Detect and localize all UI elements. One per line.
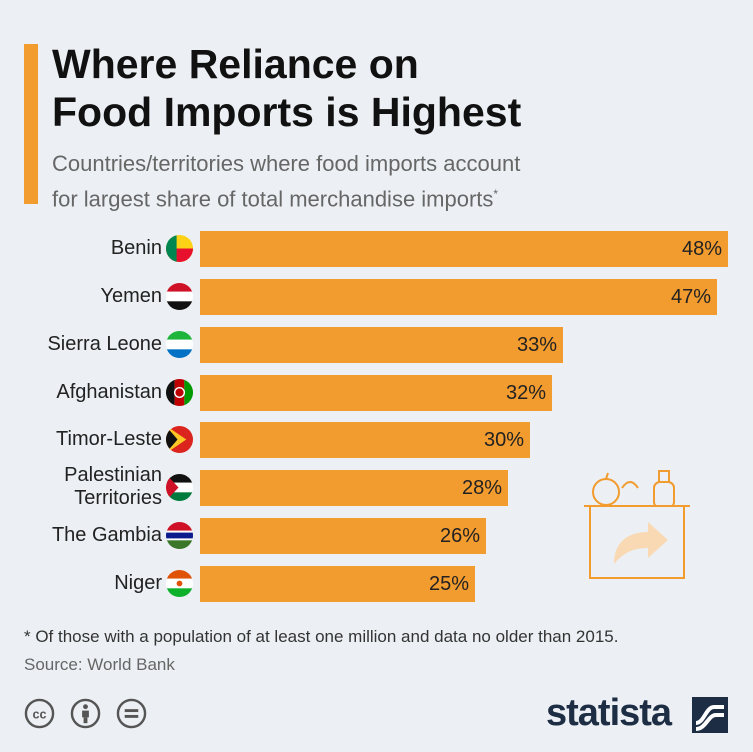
bar-value-label: 30% <box>483 429 524 451</box>
category-label-benin: Benin <box>110 237 162 259</box>
category-label-niger: Niger <box>114 572 162 594</box>
subtitle-line-2: for largest share of total merchandise i… <box>52 186 494 212</box>
no-derivatives-icon[interactable] <box>116 698 147 729</box>
chart-title: Where Reliance on Food Imports is Highes… <box>52 40 521 136</box>
category-label-line-1: Palestinian <box>64 464 162 486</box>
footnote: * Of those with a population of at least… <box>24 627 619 646</box>
subtitle-footnote-marker: * <box>493 187 499 201</box>
source-note: Source: World Bank <box>24 655 175 674</box>
statista-logo-icon <box>692 697 728 733</box>
category-label-afghanistan: Afghanistan <box>56 381 162 403</box>
attribution-icon[interactable] <box>70 698 101 729</box>
accent-bar <box>24 44 38 204</box>
bar-sierra-leone: 33% <box>200 327 563 363</box>
chart-subtitle: Countries/territories where food imports… <box>52 149 520 214</box>
bar-value-label: 25% <box>428 573 469 595</box>
category-label-the-gambia: The Gambia <box>51 524 162 546</box>
yemen-flag-icon <box>165 282 194 311</box>
sierra-leone-flag-icon <box>165 330 194 359</box>
bar-the-gambia: 26% <box>200 518 486 554</box>
palestine-flag-icon <box>165 473 194 502</box>
bar-yemen: 47% <box>200 279 717 315</box>
category-label-line-2: Territories <box>74 487 162 509</box>
arrow-icon <box>614 522 668 564</box>
niger-flag-icon <box>165 569 194 598</box>
bar-palestinian-territories: 28% <box>200 470 508 506</box>
apple-icon <box>592 472 620 506</box>
svg-text:cc: cc <box>33 707 47 721</box>
bar-benin: 48% <box>200 231 728 267</box>
bar-afghanistan: 32% <box>200 375 552 411</box>
title-line-2: Food Imports is Highest <box>52 89 522 135</box>
gambia-flag-icon <box>165 521 194 550</box>
bar-value-label: 32% <box>505 382 546 404</box>
bar-value-label: 28% <box>461 477 502 499</box>
bar-value-label: 47% <box>670 286 711 308</box>
benin-flag-icon <box>165 234 194 263</box>
statista-brand: statista <box>546 692 672 734</box>
cc-icon[interactable]: cc <box>24 698 55 729</box>
afghanistan-flag-icon <box>165 378 194 407</box>
bar-value-label: 33% <box>516 334 557 356</box>
timor-leste-flag-icon <box>165 425 194 454</box>
bar-niger: 25% <box>200 566 475 602</box>
subtitle-line-1: Countries/territories where food imports… <box>52 151 521 176</box>
bar-value-label: 26% <box>439 525 480 547</box>
grocery-box-icon <box>584 470 690 579</box>
bar-timor-leste: 30% <box>200 422 530 458</box>
category-label-yemen: Yemen <box>100 285 162 307</box>
category-label-timor-leste: Timor-Leste <box>56 428 162 450</box>
category-label-sierra-leone: Sierra Leone <box>47 333 162 355</box>
title-line-1: Where Reliance on <box>52 41 419 87</box>
bar-value-label: 48% <box>681 238 722 260</box>
category-label-palestinian-territories: Palestinian Territories <box>64 464 162 510</box>
bottle-icon <box>653 470 675 509</box>
